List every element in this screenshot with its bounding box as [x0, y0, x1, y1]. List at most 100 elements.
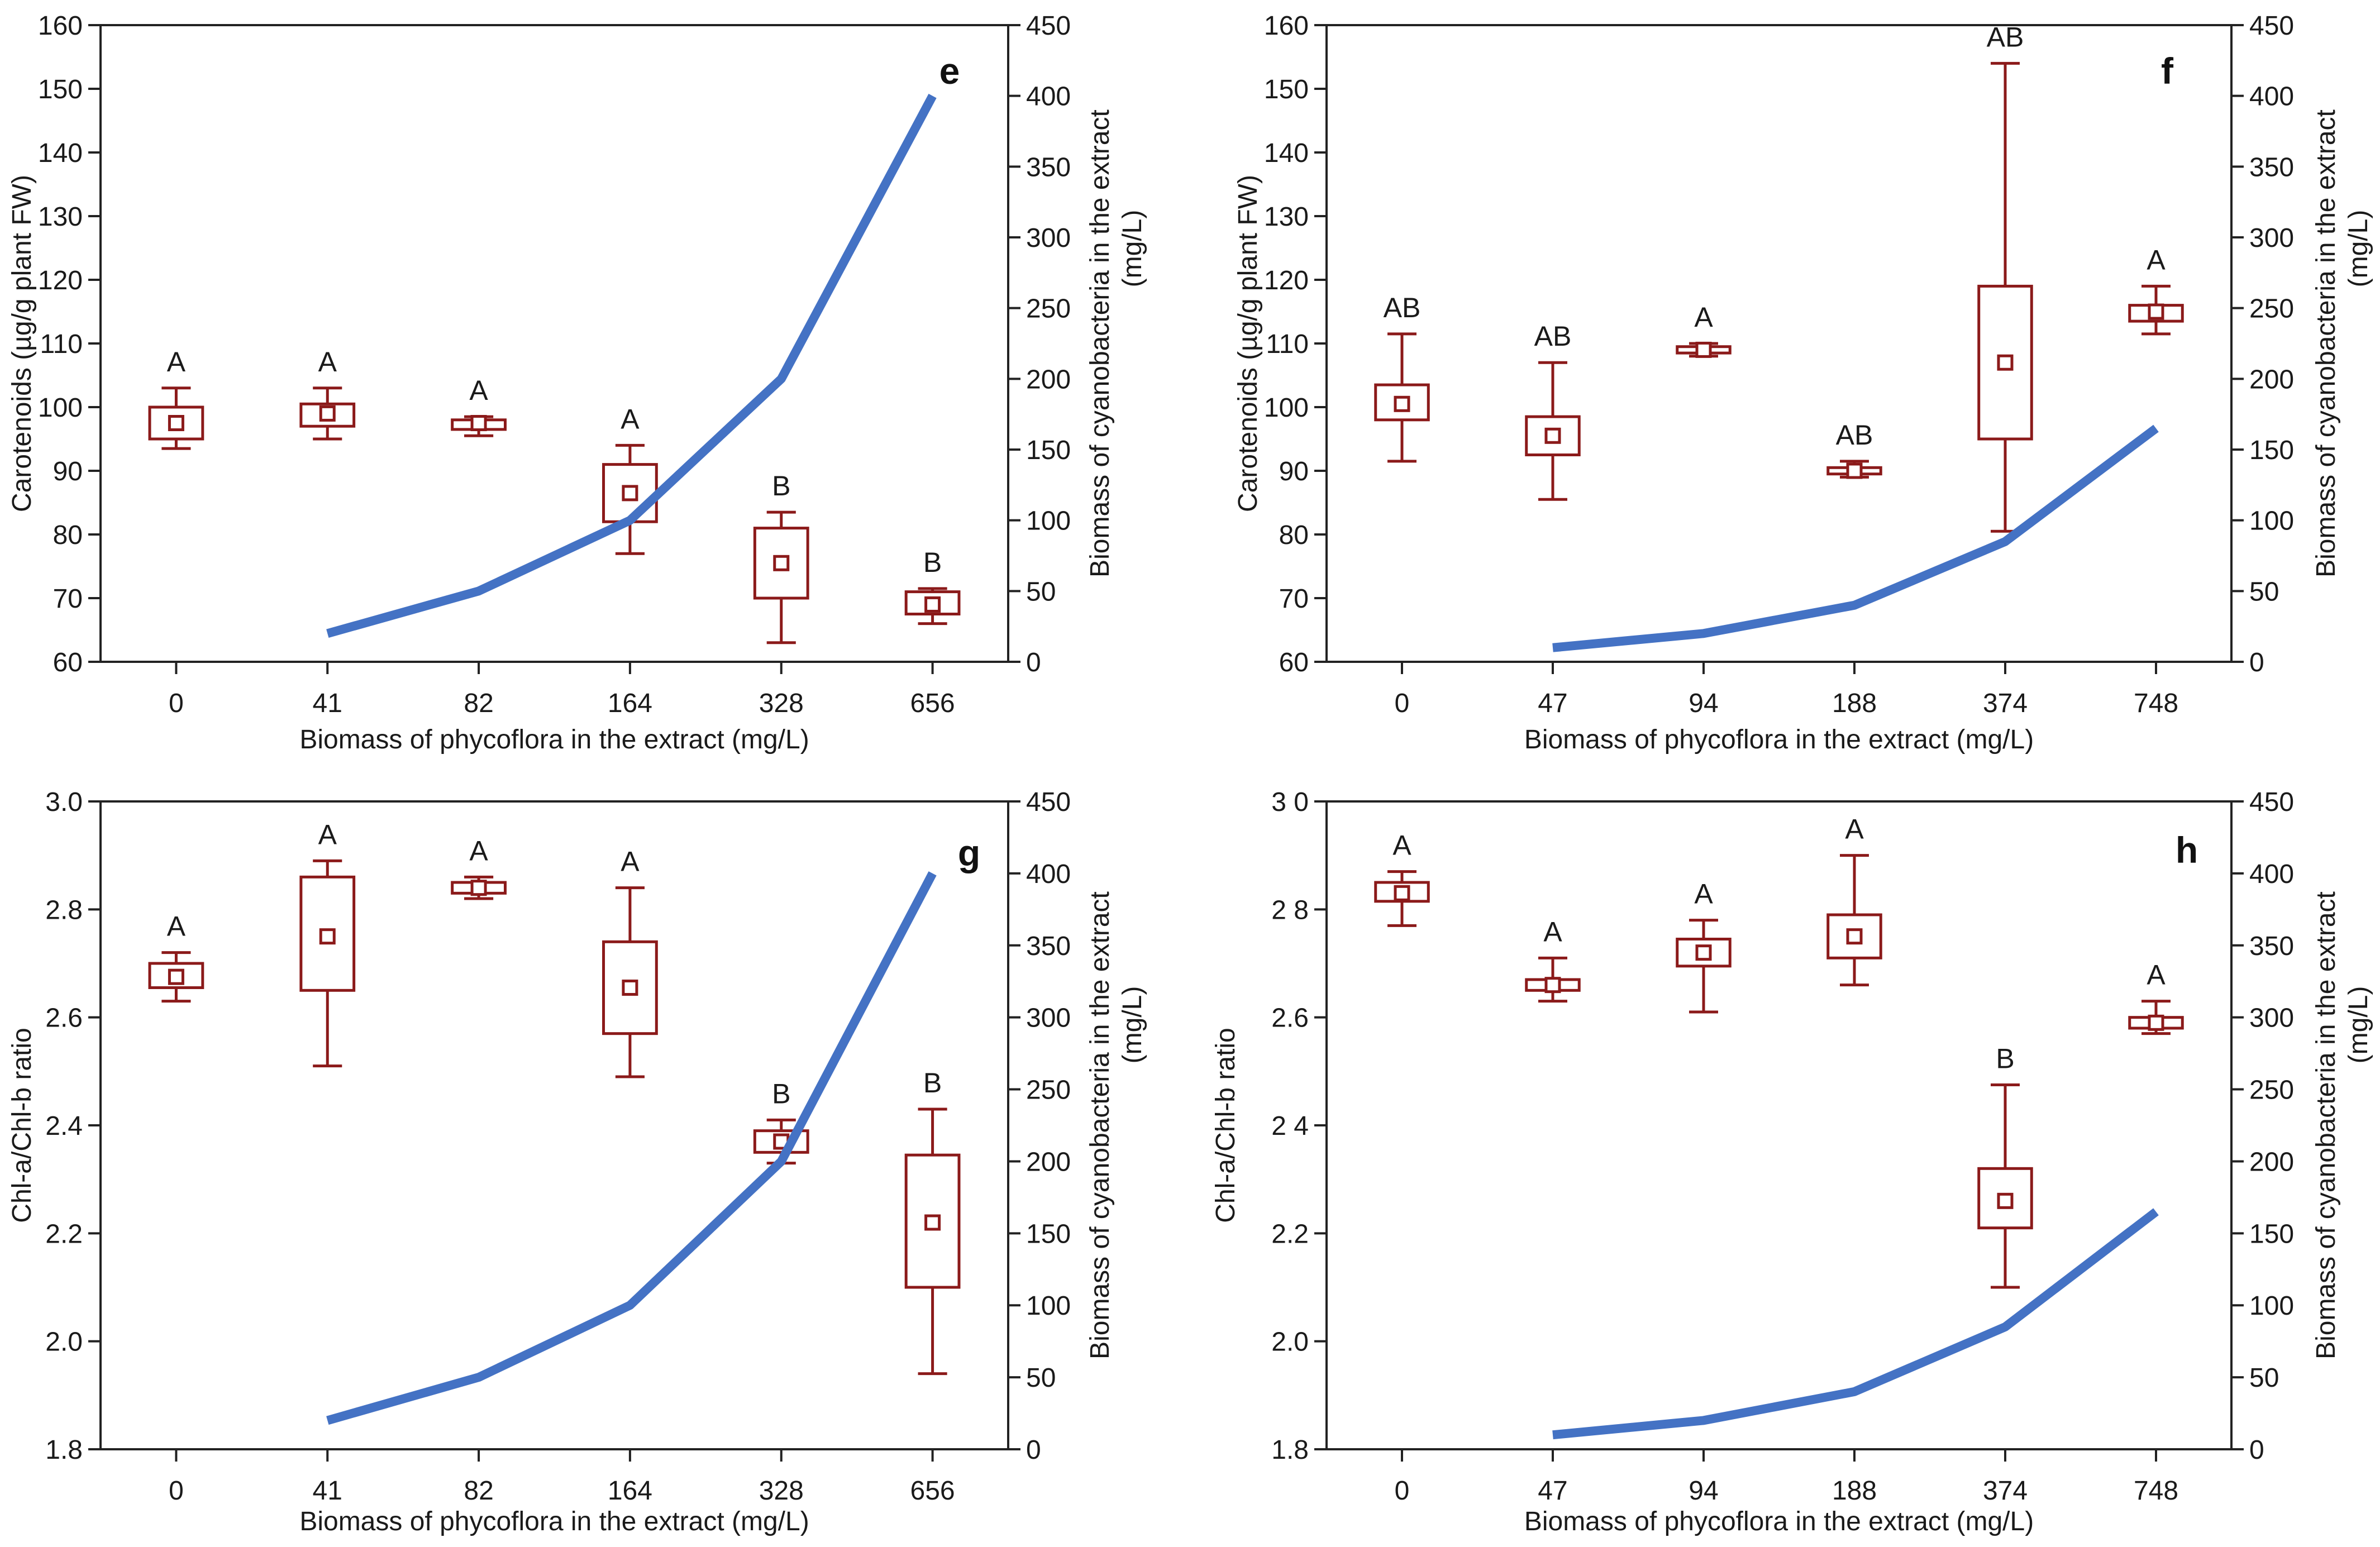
y2-tick-label: 300	[2249, 223, 2294, 253]
y-axis-title: Chl-a/Chl-b ratio	[7, 1028, 37, 1223]
median-marker	[1394, 885, 1410, 901]
y-tick-label: 2.4	[45, 1111, 83, 1141]
x-tick-label: 41	[313, 1476, 342, 1506]
y-tick-label: 60	[53, 648, 83, 677]
plot-frame	[1325, 800, 2233, 1450]
y2-axis-title: Biomass of cyanobacteria in the extract	[1085, 891, 1115, 1359]
median-marker	[1846, 462, 1863, 479]
significance-letter: A	[2147, 959, 2166, 991]
y-tick-label: 70	[1279, 584, 1309, 614]
significance-letter: A	[469, 375, 488, 406]
y2-tick-label: 450	[2249, 787, 2294, 817]
plot-frame	[99, 800, 1009, 1450]
box-plot-47: AB	[1525, 321, 1581, 501]
x-tick-label: 82	[464, 1476, 493, 1506]
box-plot-188: AB	[1826, 419, 1882, 479]
significance-letter: B	[1996, 1043, 2014, 1075]
plot-frame	[1325, 24, 2233, 663]
y2-tick-label: 450	[2249, 11, 2294, 41]
y-tick-label: 2.0	[1271, 1328, 1309, 1357]
box-plot-374: AB	[1977, 21, 2033, 533]
y-tick-label: 2 4	[1271, 1111, 1309, 1141]
significance-letter: A	[621, 403, 640, 435]
significance-letter: A	[2147, 244, 2166, 275]
y2-axis-unit: (mg/L)	[1118, 986, 1147, 1064]
y2-tick-label: 200	[1026, 1147, 1071, 1177]
iqr-box	[753, 527, 809, 600]
x-tick-label: 748	[2134, 689, 2178, 718]
x-axis-title: Biomass of phycoflora in the extract (mg…	[299, 725, 809, 755]
y-tick-label: 80	[53, 521, 83, 550]
box-plot-41: A	[299, 346, 356, 441]
y-tick-label: 100	[1264, 393, 1309, 423]
median-marker	[2148, 303, 2164, 320]
box-plot-0: A	[1374, 830, 1430, 927]
median-marker	[1695, 341, 1712, 358]
x-tick-label: 47	[1538, 1476, 1567, 1506]
y2-tick-label: 350	[1026, 152, 1071, 182]
median-marker	[773, 555, 790, 571]
x-tick-label: 374	[1983, 689, 2028, 718]
y-axis-title: Chl-a/Chl-b ratio	[1211, 1028, 1241, 1223]
iqr-box	[1525, 415, 1581, 456]
panel-letter: e	[939, 50, 960, 92]
x-tick-label: 0	[169, 689, 184, 718]
box-plot-41: A	[299, 819, 356, 1068]
significance-letter: A	[167, 911, 186, 942]
cyanobacteria-biomass-line	[326, 871, 937, 1425]
x-tick-label: 656	[910, 1476, 955, 1506]
median-marker	[924, 596, 941, 613]
y-tick-label: 150	[1264, 75, 1309, 104]
median-marker	[622, 485, 638, 502]
y2-tick-label: 250	[1026, 1076, 1071, 1105]
median-marker	[1997, 354, 2014, 371]
median-marker	[622, 980, 638, 996]
x-tick-label: 164	[608, 689, 652, 718]
plot-frame	[99, 24, 1009, 663]
y-tick-label: 110	[40, 330, 83, 359]
box-plot-0: A	[148, 346, 204, 450]
y2-tick-label: 100	[1026, 507, 1071, 536]
y-tick-label: 2.6	[45, 1004, 83, 1033]
y-tick-label: 1.8	[45, 1435, 83, 1465]
x-tick-label: 94	[1689, 689, 1718, 718]
panel-g: 1.8 2.0 2.2 2.4 2.6 2.8 3.0 0 50 100 150 200 250 300 3…	[7, 787, 1147, 1536]
cyanobacteria-biomass-line	[1552, 1208, 2159, 1440]
iqr-box	[148, 962, 204, 989]
y2-tick-label: 400	[1026, 860, 1071, 889]
iqr-box	[299, 875, 356, 992]
significance-letter: AB	[1836, 419, 1873, 451]
x-tick-label: 748	[2134, 1476, 2178, 1506]
x-tick-label: 82	[464, 689, 493, 718]
y-axis-title: Carotenoids (µg/g plant FW)	[1233, 175, 1263, 512]
y-tick-label: 140	[1264, 139, 1309, 168]
median-marker	[1544, 427, 1561, 444]
x-axis-title: Biomass of phycoflora in the extract (mg…	[1524, 1507, 2034, 1536]
y2-tick-label: 300	[1026, 223, 1071, 253]
iqr-box	[299, 402, 356, 428]
y-tick-label: 2.2	[45, 1219, 83, 1249]
x-tick-label: 164	[608, 1476, 652, 1506]
y-tick-label: 2.2	[1271, 1219, 1309, 1249]
median-marker	[1394, 395, 1410, 412]
significance-letter: B	[772, 1078, 790, 1109]
y2-tick-label: 100	[2249, 507, 2294, 536]
panel-e: 60 70 80 90 100 110 120 130 140 150 160 0 50 100 150 20…	[7, 11, 1147, 755]
box-plot-748: A	[2128, 959, 2184, 1035]
box-plot-656: B	[904, 547, 961, 626]
y2-axis-unit: (mg/L)	[2344, 986, 2373, 1064]
median-marker	[1997, 1192, 2014, 1209]
y2-tick-label: 100	[1026, 1291, 1071, 1321]
box-plot-656: B	[904, 1067, 961, 1376]
y2-tick-label: 50	[2249, 1363, 2279, 1393]
box-plot-82: A	[451, 375, 507, 437]
y2-tick-label: 250	[1026, 294, 1071, 324]
y2-tick-label: 200	[2249, 1147, 2294, 1177]
box-plot-0: AB	[1374, 292, 1430, 463]
y2-axis-title: Biomass of cyanobacteria in the extract	[1085, 109, 1115, 577]
y-tick-label: 110	[1266, 330, 1309, 359]
significance-letter: A	[469, 835, 488, 866]
median-marker	[1695, 944, 1712, 961]
box-plot-328: B	[753, 1078, 809, 1165]
y2-tick-label: 200	[2249, 365, 2294, 394]
